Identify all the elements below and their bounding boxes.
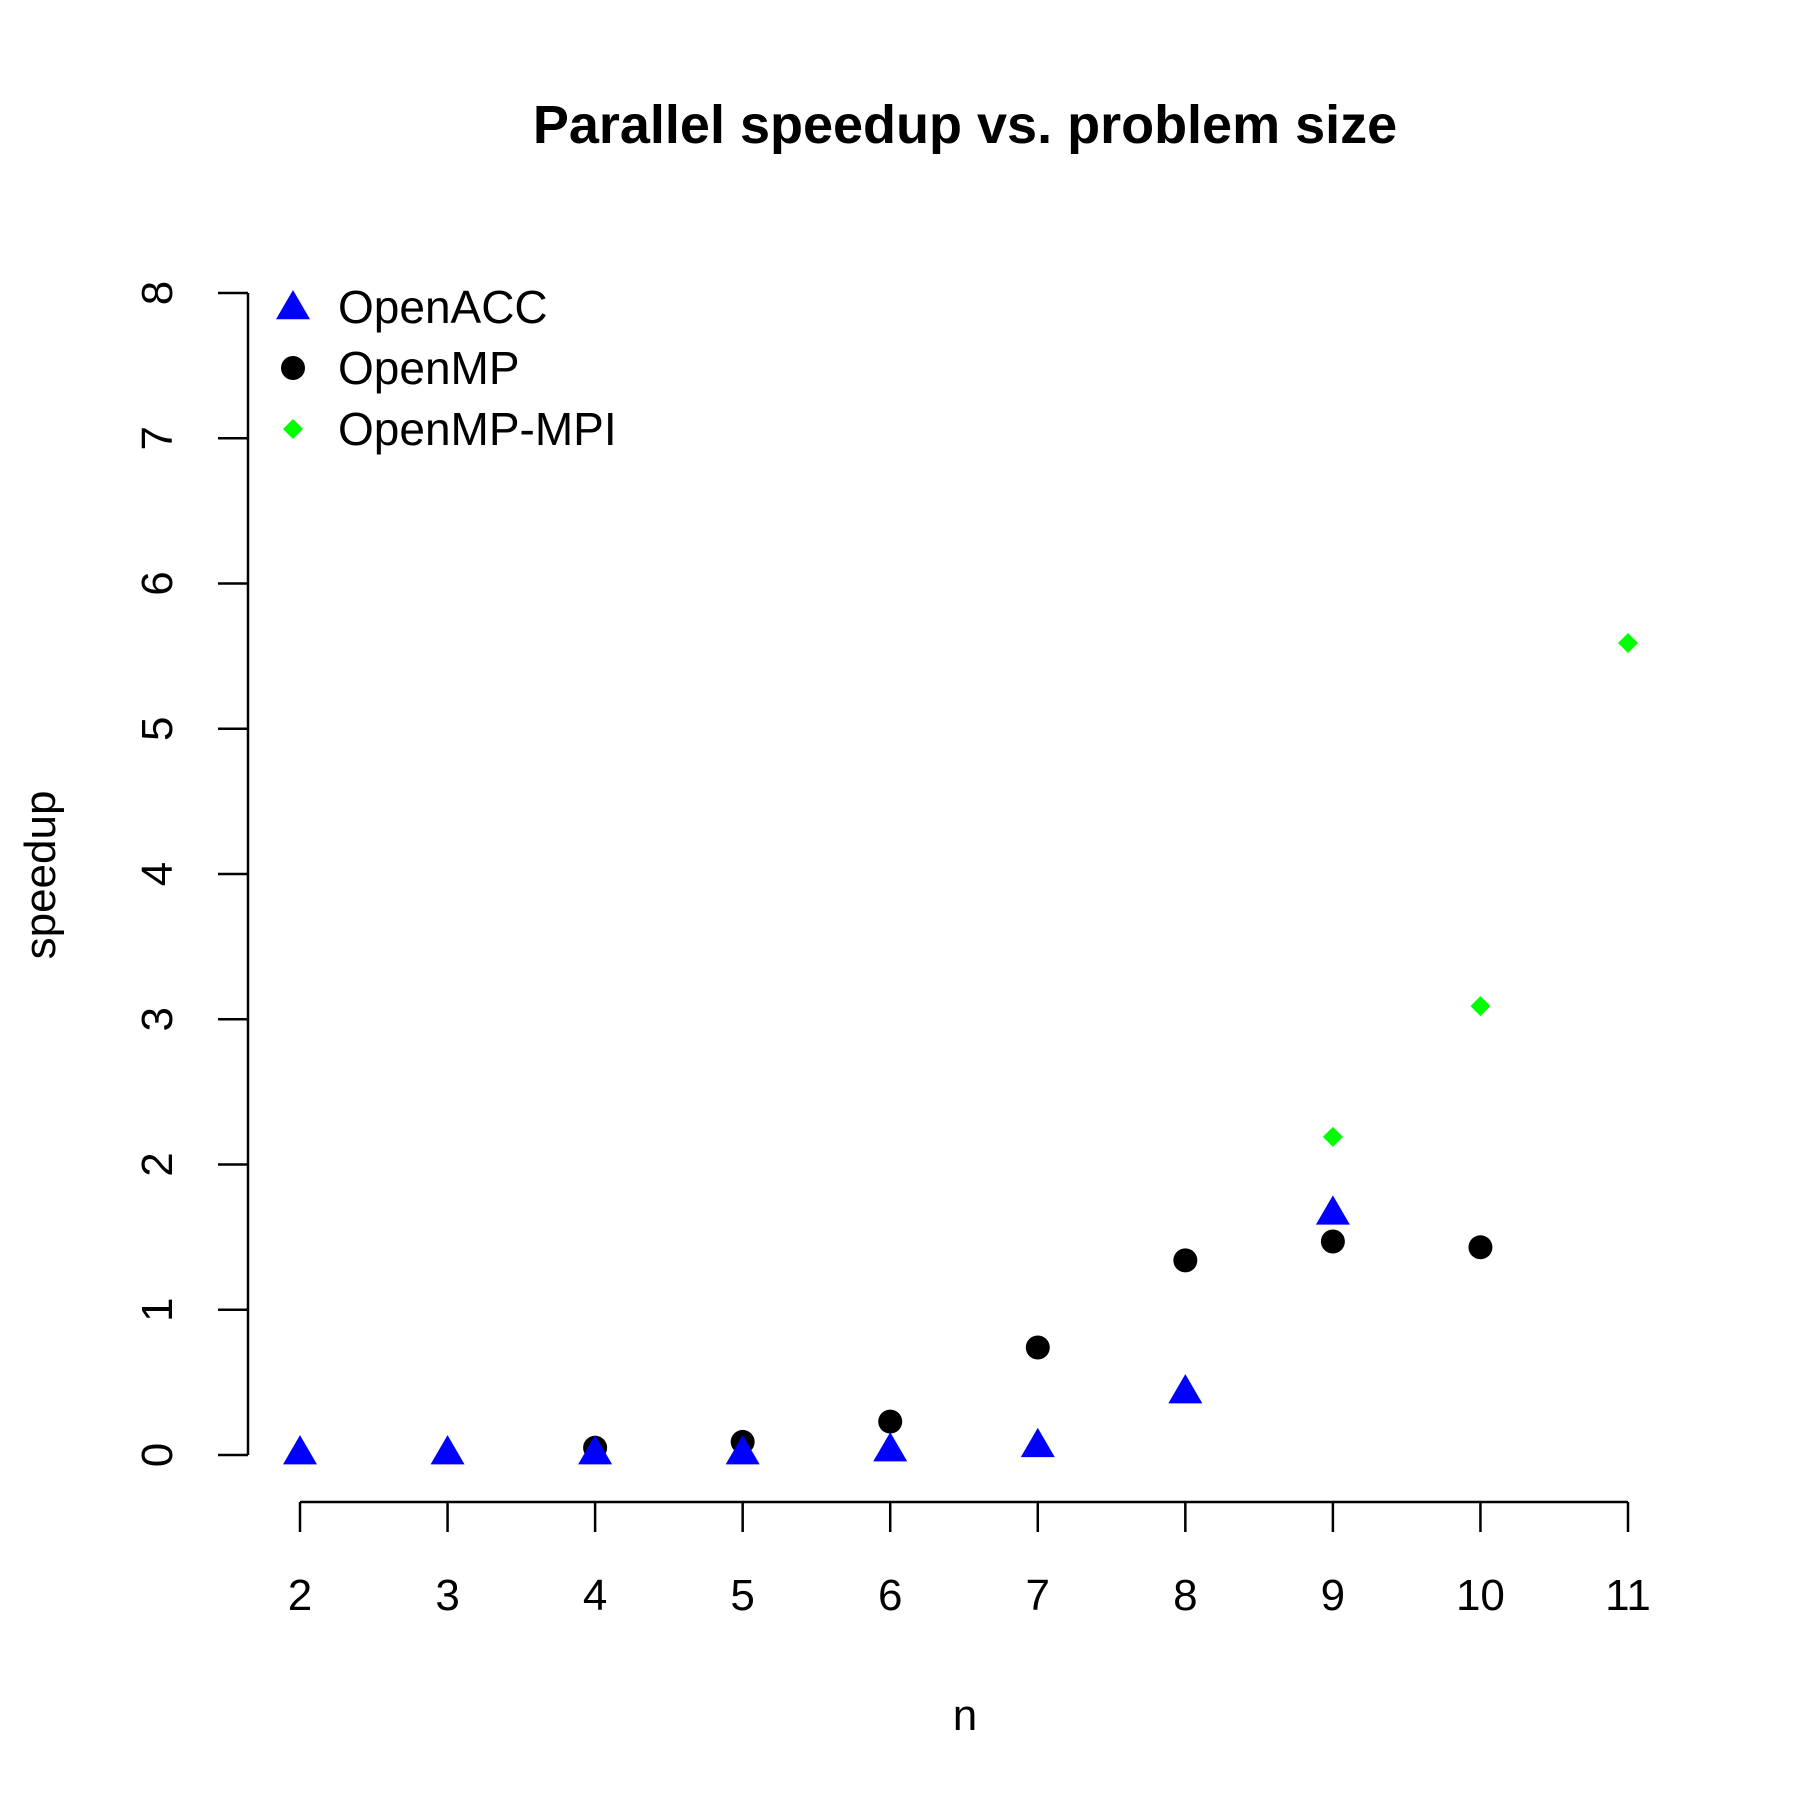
data-points xyxy=(283,633,1638,1465)
y-tick-label: 3 xyxy=(133,1007,182,1031)
x-tick-label: 9 xyxy=(1321,1571,1345,1620)
openmp-point xyxy=(878,1409,903,1434)
x-tick-label: 3 xyxy=(435,1571,459,1620)
openacc-point xyxy=(873,1432,908,1462)
openmp-mpi-point xyxy=(1618,633,1638,654)
openmp-point xyxy=(1468,1235,1493,1260)
openacc-point xyxy=(725,1435,760,1465)
x-tick-label: 6 xyxy=(878,1571,902,1620)
openacc-point xyxy=(283,1435,317,1465)
openacc-point xyxy=(1168,1374,1203,1404)
openmp-point xyxy=(1173,1248,1198,1273)
chart-title: Parallel speedup vs. problem size xyxy=(533,95,1397,155)
y-tick-label: 6 xyxy=(133,571,182,595)
y-tick-label: 8 xyxy=(133,281,182,305)
x-axis: 2 3 4 5 6 7 8 9 10 11 xyxy=(288,1500,1651,1620)
x-tick-label: 11 xyxy=(1605,1571,1651,1620)
x-tick-label: 4 xyxy=(583,1571,607,1620)
y-axis-label: speedup xyxy=(16,791,65,960)
openacc-point xyxy=(1020,1427,1055,1458)
x-tick-label: 10 xyxy=(1456,1571,1505,1620)
x-tick-label: 7 xyxy=(1026,1571,1050,1620)
legend-openacc-marker xyxy=(276,290,310,320)
legend-openmp-marker xyxy=(281,356,305,380)
y-tick-label: 0 xyxy=(133,1443,182,1467)
openacc-point xyxy=(578,1435,613,1465)
x-axis-label: n xyxy=(953,1691,977,1740)
openacc-point xyxy=(430,1435,465,1465)
y-axis: 0 1 2 3 4 5 6 7 8 xyxy=(133,281,250,1467)
legend-openmp-label: OpenMP xyxy=(338,342,520,394)
legend-openacc-label: OpenACC xyxy=(338,281,548,333)
legend: OpenACC OpenMP OpenMP-MPI xyxy=(276,281,617,455)
openmp-point xyxy=(1025,1335,1050,1360)
y-tick-label: 2 xyxy=(133,1152,182,1176)
y-tick-label: 1 xyxy=(133,1298,182,1322)
y-tick-label: 5 xyxy=(133,717,182,741)
openmp-mpi-point xyxy=(1322,1126,1343,1147)
openacc-point xyxy=(1315,1195,1350,1225)
y-tick-label: 4 xyxy=(133,862,182,886)
x-tick-label: 2 xyxy=(288,1571,312,1620)
x-tick-label: 8 xyxy=(1173,1571,1197,1620)
openmp-mpi-point xyxy=(1470,996,1491,1017)
y-tick-label: 7 xyxy=(133,426,182,450)
openmp-point xyxy=(1320,1229,1345,1254)
x-tick-label: 5 xyxy=(730,1571,754,1620)
legend-openmp-mpi-marker xyxy=(283,419,303,439)
legend-openmp-mpi-label: OpenMP-MPI xyxy=(338,403,617,455)
